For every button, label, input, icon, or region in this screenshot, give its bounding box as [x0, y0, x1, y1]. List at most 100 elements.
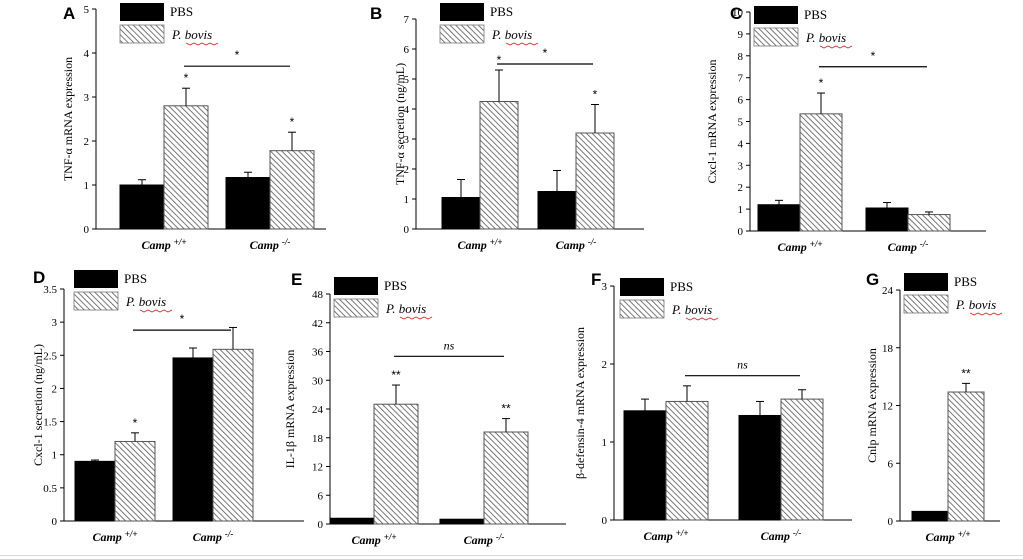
y-tick-label: 3	[404, 134, 410, 146]
legend: PBS P. bovis	[903, 273, 1003, 316]
legend-swatch-p-bovis	[753, 27, 799, 47]
significance-mark: *	[290, 115, 295, 129]
y-tick-label: 12	[882, 401, 893, 413]
bar-pbs	[911, 510, 949, 522]
bar-pbs	[172, 357, 214, 522]
legend: PBS P. bovis	[619, 278, 719, 321]
y-tick-label: 1	[738, 204, 744, 216]
category-genotype: +/+	[810, 239, 823, 249]
legend: PBS P. bovis	[333, 277, 433, 320]
category-genotype: +/+	[125, 529, 138, 539]
legend-label-p-bovis: P. bovis	[671, 302, 712, 317]
legend-label-pbs: PBS	[804, 7, 827, 22]
legend-swatch-p-bovis	[119, 24, 165, 44]
y-tick-label: 3	[84, 92, 90, 104]
panel-letter: F	[591, 270, 601, 289]
y-tick-label: 3	[602, 281, 608, 293]
category-genotype: +/+	[490, 237, 503, 247]
panel-letter: A	[63, 4, 75, 23]
y-tick-label: 24	[312, 404, 324, 416]
category-genotype: -/-	[496, 532, 505, 542]
y-tick-label: 4	[738, 138, 744, 150]
y-tick-label: 2	[738, 182, 744, 194]
panel-e: E 0 6 12 18 24 30 36 42 48 IL-1β mRNA expression **…	[283, 270, 566, 547]
significance-mark: *	[497, 53, 502, 67]
y-tick-label: 8	[738, 51, 744, 63]
category-label: Camp +/+	[351, 532, 396, 547]
y-tick-label: 18	[882, 343, 894, 355]
bar-p-bovis	[114, 440, 156, 522]
y-tick-label: 1	[52, 450, 58, 462]
y-tick-label: 6	[404, 44, 410, 56]
bar-p-bovis	[575, 132, 615, 230]
bar-pbs	[537, 191, 577, 230]
y-tick-label: 1.5	[43, 417, 57, 429]
bar-p-bovis	[907, 214, 951, 232]
legend-label-pbs: PBS	[490, 4, 513, 19]
legend: PBS P. bovis	[119, 3, 219, 46]
y-tick-label: 0	[318, 519, 324, 531]
y-tick-label: 10	[732, 7, 744, 19]
legend-label-p-bovis: P. bovis	[955, 297, 996, 312]
category-genotype: +/+	[958, 529, 971, 539]
y-tick-label: 0.5	[43, 483, 57, 495]
y-axis-title: Cnlp mRNA expression	[865, 348, 879, 463]
significance-mark: *	[184, 71, 189, 85]
bar-pbs	[439, 518, 485, 525]
bar-pbs	[329, 517, 375, 525]
panel-letter: G	[866, 270, 879, 289]
panel-letter: D	[33, 268, 45, 287]
category-name: Camp	[643, 529, 672, 543]
category-label: Camp +/+	[92, 529, 137, 544]
bar-p-bovis	[212, 348, 254, 522]
bar-pbs	[441, 197, 481, 230]
legend-label-p-bovis: P. bovis	[491, 27, 532, 42]
y-tick-label: 4	[84, 48, 90, 60]
y-axis-title: TNF-α mRNA expression	[61, 57, 75, 181]
category-label: Camp +/+	[643, 528, 688, 543]
category-label: Camp -/-	[556, 237, 597, 252]
y-tick-label: 0	[738, 226, 744, 238]
spellcheck-underline	[505, 42, 539, 46]
category-label: Camp +/+	[925, 529, 970, 544]
legend-label-pbs: PBS	[170, 4, 193, 19]
y-tick-label: 2	[404, 164, 410, 176]
y-axis-title: Cxcl-1 secretion (ng/mL)	[31, 344, 45, 466]
y-tick-label: 6	[318, 490, 324, 502]
y-axis-title: TNF-α secretion (ng/mL)	[393, 63, 407, 185]
category-name: Camp	[777, 240, 806, 254]
category-name: Camp	[464, 533, 493, 547]
category-label: Camp +/+	[777, 239, 822, 254]
legend-swatch-p-bovis	[903, 294, 949, 314]
legend-swatch-p-bovis	[73, 291, 119, 311]
legend-swatch-pbs	[120, 3, 164, 21]
y-tick-label: 0	[404, 224, 410, 236]
significance-mark: *	[819, 76, 824, 90]
category-label: Camp -/-	[888, 239, 929, 254]
y-tick-label: 0	[888, 516, 894, 528]
bar-pbs	[225, 177, 271, 230]
bar-pbs	[74, 460, 116, 522]
legend-label-p-bovis: P. bovis	[125, 294, 166, 309]
y-axis-title: β-defensin-4 mRNA expression	[573, 327, 587, 479]
bar-p-bovis	[163, 105, 209, 230]
comparison-label: *	[180, 312, 185, 326]
category-name: Camp	[351, 533, 380, 547]
bar-p-bovis	[479, 101, 519, 230]
bar-p-bovis	[483, 431, 529, 525]
category-label: Camp +/+	[457, 237, 502, 252]
panel-letter: C	[730, 4, 742, 23]
legend-label-pbs: PBS	[384, 278, 407, 293]
category-genotype: +/+	[384, 532, 397, 542]
y-tick-label: 42	[312, 318, 323, 330]
y-tick-label: 3	[738, 160, 744, 172]
y-tick-label: 6	[888, 458, 894, 470]
legend-swatch-p-bovis	[333, 298, 379, 318]
y-tick-label: 2.5	[43, 350, 57, 362]
y-tick-label: 1	[404, 194, 410, 206]
legend-label-pbs: PBS	[124, 271, 147, 286]
y-tick-label: 0	[84, 224, 90, 236]
category-label: Camp -/-	[464, 532, 505, 547]
y-tick-label: 9	[738, 29, 744, 41]
significance-mark: *	[593, 88, 598, 102]
